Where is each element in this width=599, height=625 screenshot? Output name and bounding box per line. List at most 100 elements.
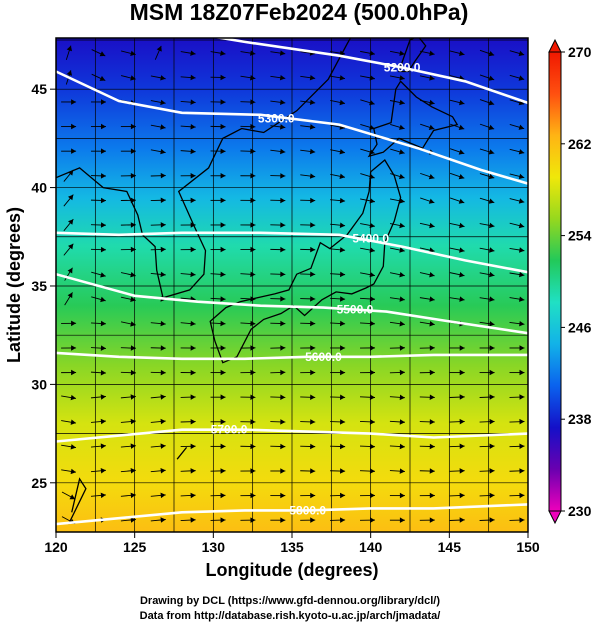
wind-arrow-head xyxy=(250,222,256,228)
wind-arrow-head xyxy=(160,345,166,351)
colorbar-label-270: 270 xyxy=(568,44,592,60)
wind-arrow-head xyxy=(489,247,495,253)
wind-arrow-head xyxy=(518,124,525,130)
wind-arrow-head xyxy=(190,246,196,253)
wind-arrow-head xyxy=(488,75,495,81)
coastline-2 xyxy=(367,80,459,158)
wind-arrow-head xyxy=(130,272,136,278)
wind-arrow-head xyxy=(220,123,226,130)
wind-arrow-head xyxy=(459,296,465,302)
wind-arrow-head xyxy=(399,394,405,401)
wind-arrow-head xyxy=(339,247,346,253)
plot-area: 5200.0 5300.0 5400.0 5500.0 5600.0 5700.0 5800… xyxy=(55,37,529,533)
wind-arrow-head xyxy=(130,123,136,130)
wind-arrow-head xyxy=(160,492,166,499)
wind-arrow-head xyxy=(130,246,136,253)
wind-arrow-head xyxy=(310,296,316,302)
wind-arrow-head xyxy=(130,321,136,327)
wind-arrow-head xyxy=(428,174,435,180)
wind-arrow-head xyxy=(250,345,256,351)
wind-arrow-head xyxy=(220,74,226,81)
wind-arrow-head xyxy=(71,345,77,351)
wind-arrow-head xyxy=(429,443,435,450)
wind-arrow-head xyxy=(369,100,375,106)
wind-arrow-head xyxy=(340,492,346,499)
wind-arrow-head xyxy=(489,296,495,302)
wind-arrow-head xyxy=(130,296,136,302)
wind-arrow-head xyxy=(519,296,525,302)
wind-arrow-head xyxy=(429,75,435,81)
wind-arrow-head xyxy=(160,418,166,425)
contour-label-5300: 5300.0 xyxy=(258,112,295,126)
wind-arrow-head xyxy=(429,296,435,302)
wind-arrow-head xyxy=(280,443,286,450)
height-contour-5200 xyxy=(213,38,528,105)
contour-label-5800: 5800.0 xyxy=(289,503,326,517)
wind-arrow-head xyxy=(340,443,346,450)
wind-arrow-head xyxy=(220,173,226,179)
wind-arrow-head xyxy=(250,99,256,105)
wind-arrow-head xyxy=(339,197,346,204)
wind-arrow-head xyxy=(429,99,435,106)
wind-arrow-head xyxy=(518,50,525,57)
wind-arrow-head xyxy=(71,148,77,154)
wind-arrow-head xyxy=(101,99,106,105)
wind-arrow-head xyxy=(100,370,106,376)
colorbar-label-254: 254 xyxy=(568,228,592,244)
wind-arrow-head xyxy=(190,74,196,81)
wind-arrow-head xyxy=(280,173,286,179)
wind-arrow-head xyxy=(99,51,106,57)
wind-arrow-head xyxy=(130,492,136,499)
wind-arrow-head xyxy=(70,394,76,401)
wind-arrow-head xyxy=(160,394,166,400)
wind-arrow-head xyxy=(280,222,286,228)
wind-arrow-head xyxy=(519,345,525,351)
wind-arrow-head xyxy=(489,345,495,351)
wind-arrow-head xyxy=(100,394,106,400)
wind-arrow-head xyxy=(220,197,226,204)
wind-arrow-head xyxy=(488,124,495,130)
y-tick-label-45: 45 xyxy=(31,81,47,97)
colorbar-bottom-triangle xyxy=(548,510,562,525)
wind-arrow-head xyxy=(190,419,196,425)
wind-arrow-head xyxy=(68,170,74,176)
wind-arrow-head xyxy=(100,197,106,204)
island-1 xyxy=(176,446,188,460)
x-tick-label-120: 120 xyxy=(44,539,68,555)
wind-arrow-head xyxy=(369,468,375,474)
wind-arrow-head xyxy=(100,246,106,253)
colorbar: 230 238 246 254 262 270 xyxy=(548,38,592,525)
wind-arrow-head xyxy=(71,320,77,327)
x-axis-title: Longitude (degrees) xyxy=(205,560,378,580)
wind-arrow-head xyxy=(519,394,525,400)
wind-arrow-head xyxy=(70,444,76,450)
y-axis-title: Latitude (degrees) xyxy=(4,207,24,363)
wind-arrow-head xyxy=(71,99,77,105)
wind-arrow-head xyxy=(399,198,405,204)
wind-arrow-head xyxy=(160,517,166,523)
wind-arrow-head xyxy=(309,75,316,81)
wind-arrow-head xyxy=(370,517,375,523)
wind-arrow-head xyxy=(190,271,196,278)
wind-arrow-head xyxy=(519,418,525,425)
wind-arrow-head xyxy=(489,271,495,278)
x-tick-label-125: 125 xyxy=(123,539,147,555)
wind-arrow-head xyxy=(429,50,435,56)
colorbar-body xyxy=(548,51,562,512)
wind-arrow-head xyxy=(459,99,465,106)
wind-arrow-head xyxy=(160,148,166,155)
wind-arrow-head xyxy=(309,124,316,130)
wind-arrow-head xyxy=(339,173,345,179)
wind-arrow-head xyxy=(369,50,375,56)
wind-arrow-head xyxy=(429,321,435,327)
wind-arrow-head xyxy=(399,124,405,130)
wind-arrow-head xyxy=(399,222,405,229)
wind-arrow-head xyxy=(68,243,74,250)
wind-arrow-head xyxy=(309,99,316,105)
wind-arrow-head xyxy=(101,123,106,130)
wind-arrow-head xyxy=(518,75,525,81)
wind-arrow-head xyxy=(339,50,345,56)
wind-arrow-head xyxy=(458,149,465,155)
wind-arrow-head xyxy=(310,222,316,228)
